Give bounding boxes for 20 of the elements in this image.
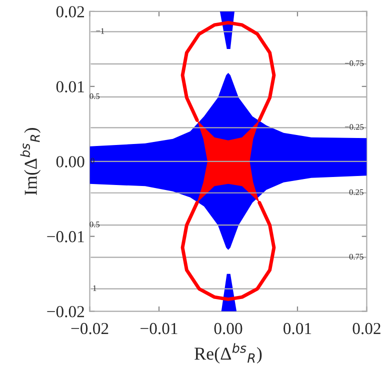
x-tick-label: 0.02 (352, 322, 380, 334)
annotation: −1 (96, 28, 104, 34)
y-tick-label: −0.01 (47, 231, 84, 242)
y-tick-label: −0.02 (47, 306, 84, 318)
annotation: 0.75 (349, 254, 364, 260)
y-tick-label: 0.00 (56, 156, 84, 168)
annotation: 1 (93, 285, 96, 291)
y-tick-label: 0.02 (56, 6, 84, 18)
x-axis-title: Re(Δ$^{bs}$$_{R}$) (194, 343, 262, 364)
y-tick-label: 0.01 (56, 81, 84, 92)
x-tick-label: −0.01 (140, 322, 178, 334)
x-tick-label: 0.00 (214, 322, 242, 334)
annotation: 0.25 (349, 189, 364, 196)
annotation: −0.25 (345, 124, 364, 130)
x-tick-label: 0.01 (284, 322, 312, 334)
annotation: −0.75 (345, 60, 364, 66)
annotation: 0.5 (90, 222, 100, 228)
annotation: 0.5 (90, 93, 100, 100)
y-axis-title: Im(Δ$^{bs}$$_{R}$) (20, 128, 41, 195)
x-tick-label: −0.02 (71, 322, 108, 334)
